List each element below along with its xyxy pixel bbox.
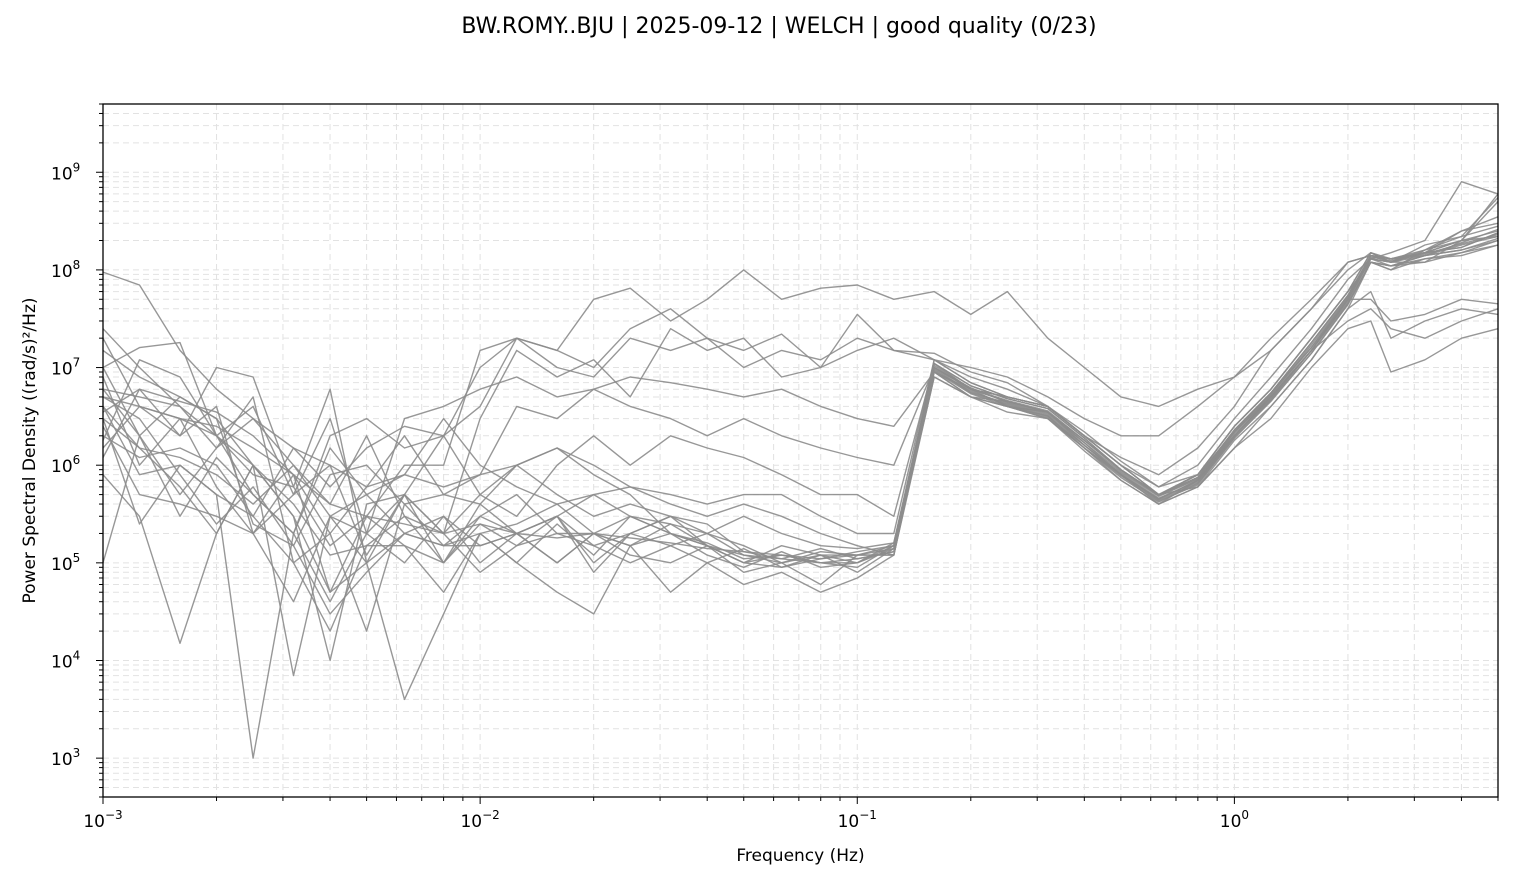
series-line-18 [102, 232, 1499, 535]
y-tick-label: 105 [51, 551, 80, 575]
y-tick-label: 103 [51, 746, 80, 770]
series-line-21 [102, 244, 1499, 564]
y-tick-label: 109 [51, 160, 80, 184]
y-tick-label: 106 [51, 453, 80, 477]
y-tick-label: 108 [51, 258, 80, 282]
axis-ticks: 10−3 10−2 10−1 100 103 104 105 106 107 108 109 [51, 103, 1499, 832]
x-tick-label: 100 [1220, 808, 1249, 832]
series-group [102, 180, 1499, 759]
x-axis-label: Frequency (Hz) [736, 846, 864, 866]
grid [102, 103, 1499, 798]
series-line-22 [102, 233, 1499, 568]
series-line-8 [102, 320, 1499, 701]
x-tick-label: 10−1 [838, 808, 877, 832]
series-line-17 [102, 193, 1499, 603]
y-axis-label: Power Spectral Density ((rad/s)²/Hz) [20, 298, 40, 604]
series-line-20 [102, 225, 1499, 535]
chart-title: BW.ROMY..BJU | 2025-09-12 | WELCH | good… [461, 14, 1096, 39]
x-tick-label: 10−2 [460, 808, 499, 832]
series-line-3 [102, 239, 1499, 547]
series-line-23 [102, 237, 1499, 560]
series-line-14 [102, 232, 1499, 593]
y-tick-label: 104 [51, 648, 80, 672]
x-tick-label: 10−3 [83, 808, 122, 832]
series-line-2 [102, 201, 1499, 603]
series-line-19 [102, 216, 1499, 556]
y-tick-label: 107 [51, 356, 80, 380]
plot-frame [102, 103, 1499, 798]
